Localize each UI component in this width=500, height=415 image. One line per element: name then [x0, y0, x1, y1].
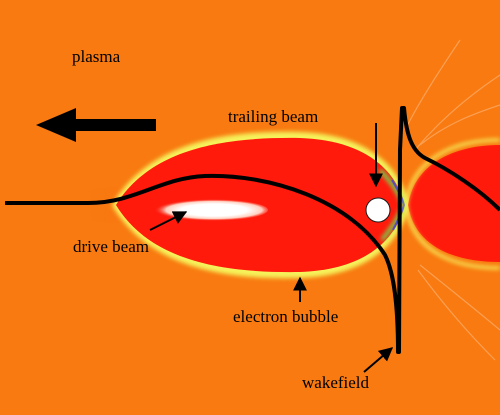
second-bubble — [408, 145, 500, 262]
wakefield-label: wakefield — [302, 373, 370, 392]
wake-streaks — [404, 39, 500, 361]
sheath-edge-blue — [391, 179, 406, 231]
trailing-beam — [365, 197, 391, 223]
wakefield-pointer — [363, 347, 394, 373]
second-bubble-edge-top — [404, 138, 500, 206]
wakefield-line — [5, 106, 500, 354]
drive-beam-label: drive beam — [73, 237, 149, 256]
electron-bubble-label: electron bubble — [233, 307, 338, 326]
drive-beam-pointer — [149, 211, 188, 231]
propagation-arrow — [36, 108, 156, 142]
second-bubble-edge-bottom — [404, 204, 500, 270]
plasma-label: plasma — [72, 47, 121, 66]
drive-beam — [148, 199, 268, 221]
trailing-beam-label: trailing beam — [228, 107, 318, 126]
